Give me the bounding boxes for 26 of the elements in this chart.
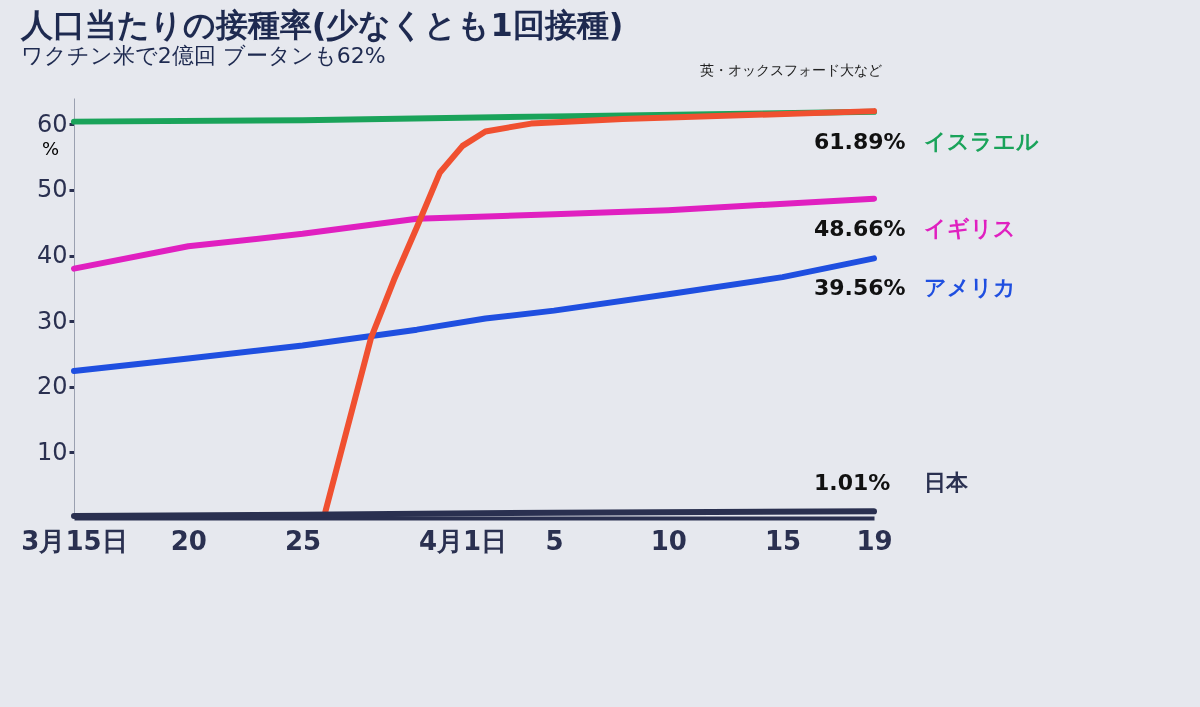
x-tick-label: 10: [650, 525, 687, 556]
chart-subtitle: ワクチン米で2億回 ブータンも62%: [20, 43, 386, 68]
y-tick-label: 50: [36, 175, 68, 204]
chart-title: 人口当たりの接種率(少なくとも1回接種): [19, 6, 624, 44]
data-label: 39.56%: [814, 275, 906, 301]
text: アメリカ: [924, 275, 1016, 301]
x-tick-label: 15: [764, 525, 802, 556]
text: 英・オックスフォード大など: [700, 62, 882, 80]
y-tick-label: 10: [36, 437, 68, 466]
data-label: 1.01%: [814, 470, 891, 496]
x-tick-label: 5: [545, 525, 564, 556]
y-axis-title: %: [41, 137, 60, 159]
x-tick-label: 25: [284, 525, 322, 556]
x-tick-label: 3月15日: [21, 525, 128, 556]
y-tick-label: 40: [36, 241, 68, 269]
y-tick-label: 60: [36, 109, 68, 138]
data-label: 48.66%: [814, 215, 906, 241]
y-tick-label: 20: [36, 372, 68, 401]
x-tick-label: 20: [170, 525, 207, 556]
y-tick-label: 30: [36, 306, 68, 335]
text: イスラエル: [924, 128, 1039, 154]
text: イギリス: [924, 215, 1016, 241]
text: 日本: [924, 470, 969, 496]
x-tick-label: 4月1日: [418, 525, 508, 556]
data-label: 61.89%: [814, 128, 906, 154]
x-tick-label: 19: [856, 525, 893, 556]
